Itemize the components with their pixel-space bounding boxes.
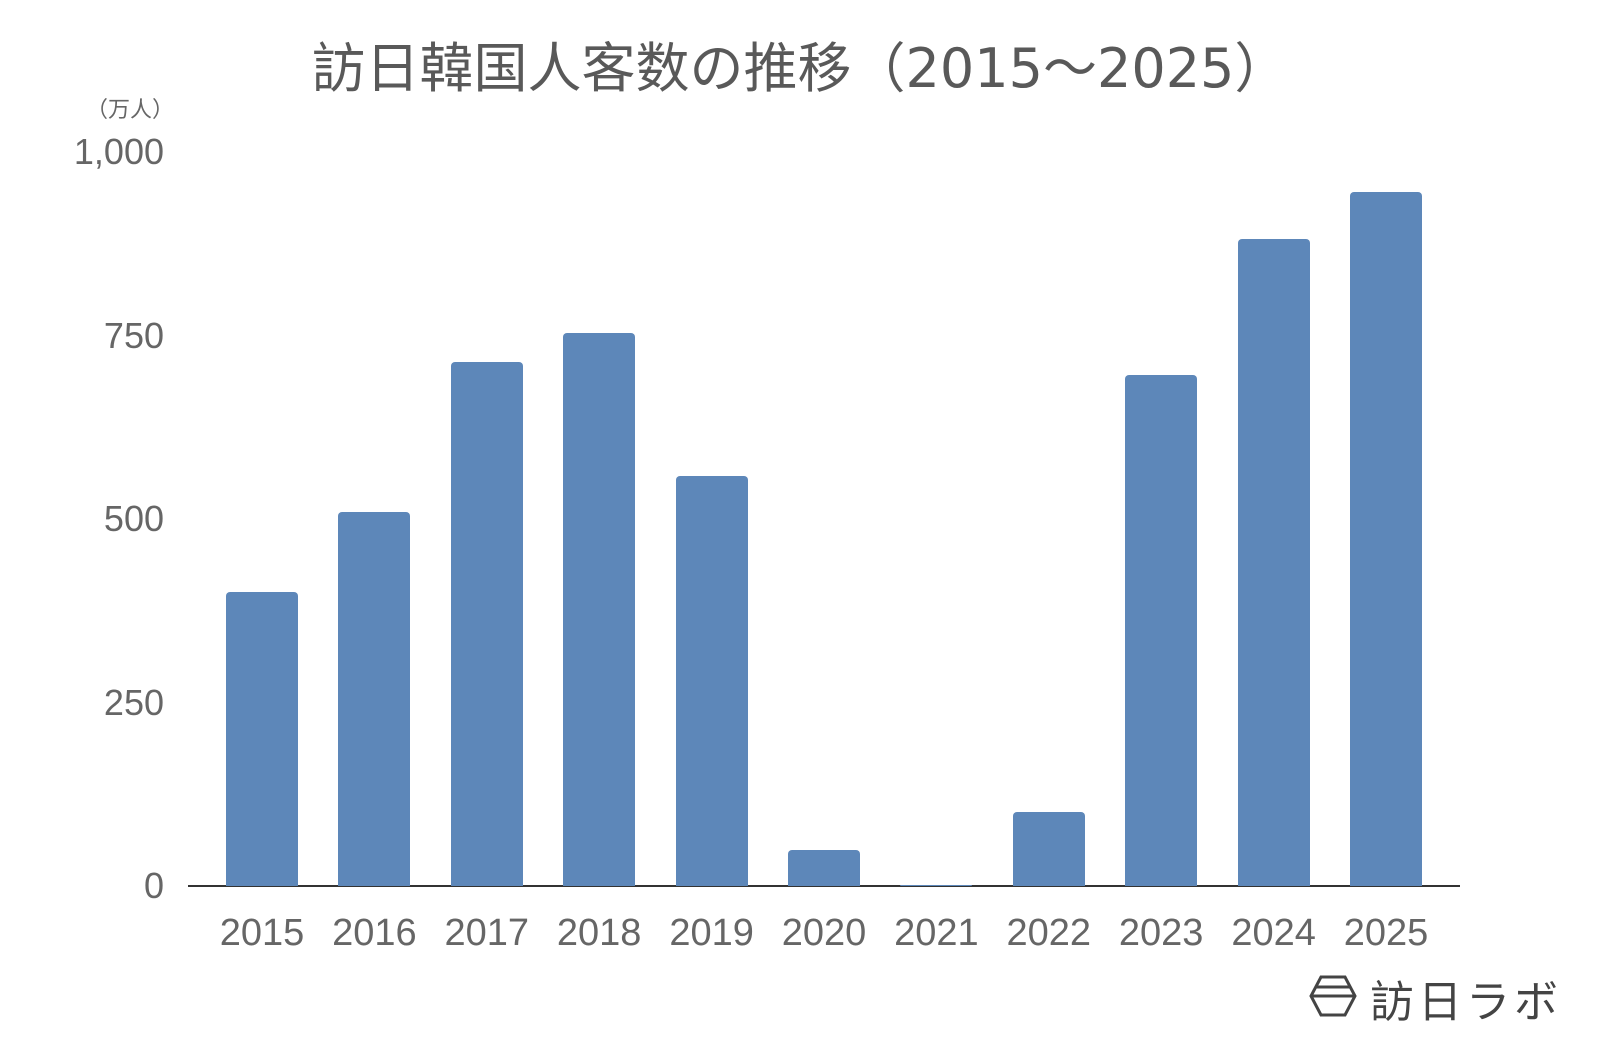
x-tick-label: 2025 bbox=[1343, 912, 1429, 954]
y-tick-label: 500 bbox=[103, 498, 164, 539]
y-tick-label: 1,000 bbox=[73, 131, 164, 172]
x-tick-label: 2019 bbox=[669, 912, 754, 954]
x-tick-label: 2021 bbox=[894, 912, 979, 954]
bar-2021 bbox=[900, 884, 973, 886]
bar-2018 bbox=[563, 332, 636, 886]
x-tick-label: 2018 bbox=[556, 912, 642, 954]
chart-title: 訪日韓国人客数の推移（2015〜2025） bbox=[311, 37, 1289, 100]
y-tick-label: 0 bbox=[143, 865, 164, 906]
y-axis-unit-label: （万人） bbox=[86, 98, 175, 123]
bar-2016 bbox=[338, 512, 411, 886]
bar-2020 bbox=[788, 850, 860, 886]
bar-2022 bbox=[1012, 811, 1085, 886]
bar-2024 bbox=[1237, 238, 1310, 886]
x-tick-label: 2017 bbox=[444, 912, 530, 954]
x-axis-baseline bbox=[188, 885, 1460, 887]
x-tick-label: 2020 bbox=[781, 912, 867, 954]
x-tick-label: 2022 bbox=[1006, 912, 1092, 954]
bar-2025 bbox=[1350, 192, 1422, 886]
bar-2015 bbox=[226, 592, 298, 886]
bar-2019 bbox=[675, 476, 748, 886]
x-tick-label: 2015 bbox=[219, 912, 305, 954]
y-tick-label: 750 bbox=[103, 314, 164, 356]
brand-logo: 訪日ラボ bbox=[1308, 966, 1562, 1030]
brand-logo-text: 訪日ラボ bbox=[1370, 977, 1562, 1028]
x-tick-label: 2023 bbox=[1118, 912, 1204, 954]
bar-2017 bbox=[450, 361, 523, 886]
hexagon-logo-icon bbox=[1308, 974, 1358, 1023]
bar-2023 bbox=[1125, 375, 1198, 886]
x-tick-label: 2024 bbox=[1231, 912, 1316, 954]
x-tick-label: 2016 bbox=[332, 912, 417, 954]
y-tick-label: 250 bbox=[103, 681, 164, 723]
